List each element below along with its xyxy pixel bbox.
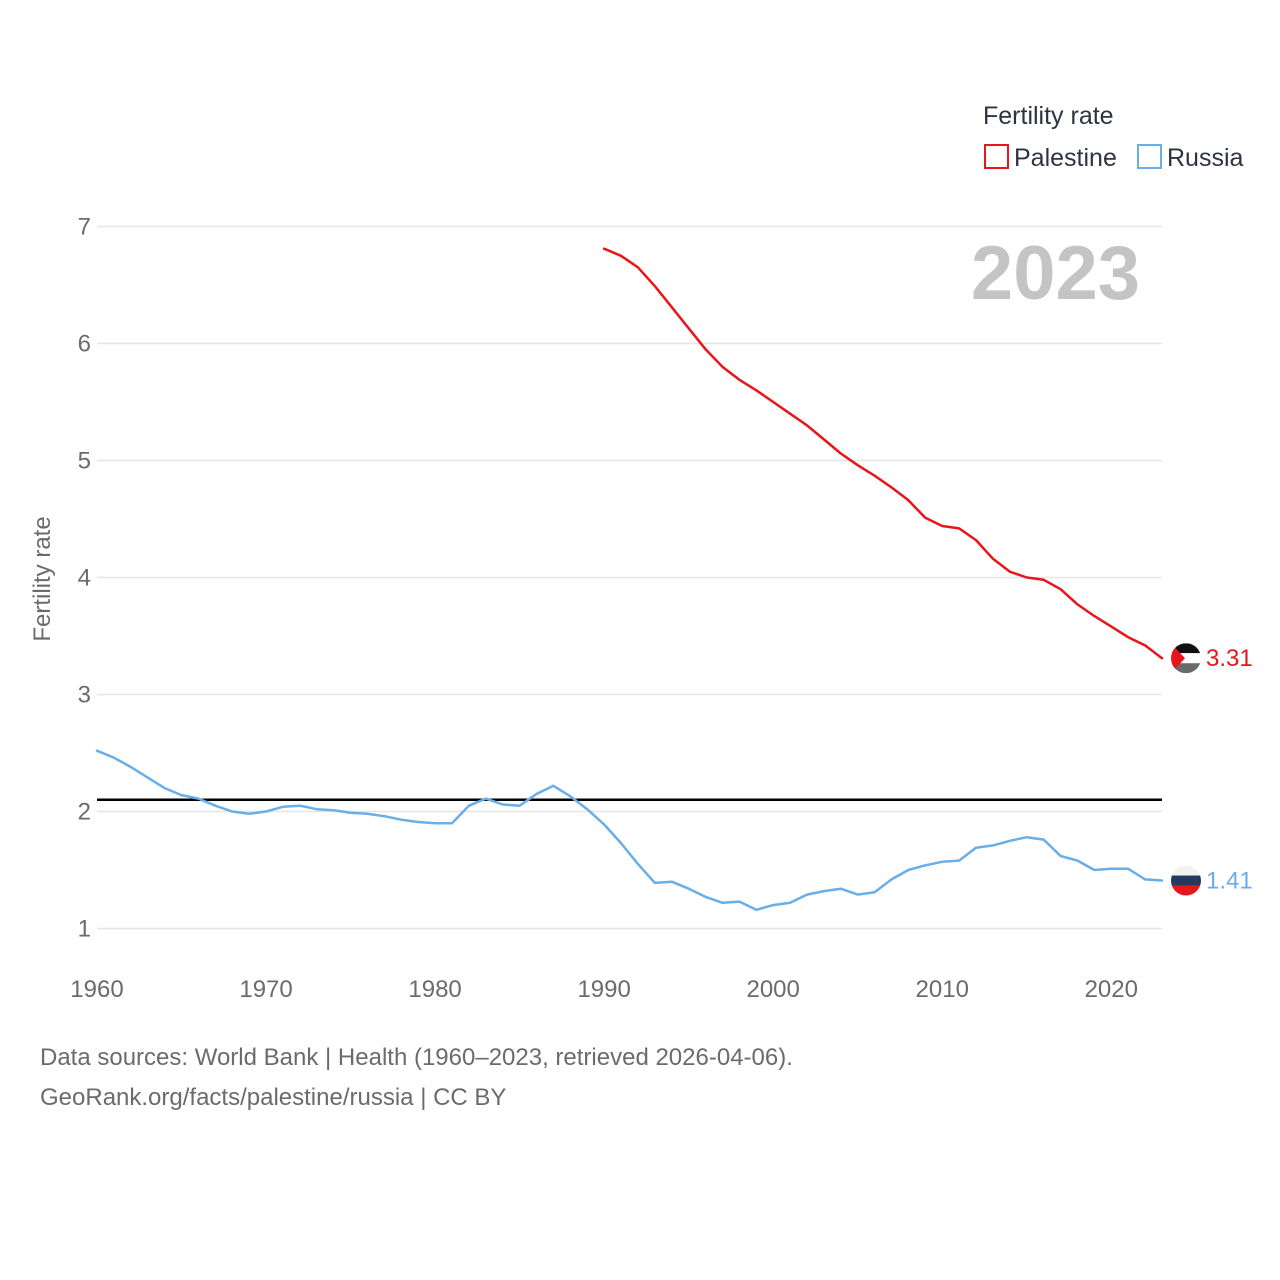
end-value-label-russia: 1.41	[1206, 868, 1253, 895]
x-tick-label: 2010	[916, 976, 969, 1003]
end-markers: 3.31 1.41	[1171, 643, 1253, 896]
x-axis-ticks: 1960 1970 1980 1990 2000 2010 2020	[70, 976, 1138, 1003]
russia-flag-icon	[1171, 865, 1201, 896]
footer-attribution[interactable]: GeoRank.org/facts/palestine/russia | CC …	[40, 1084, 507, 1111]
y-tick-label: 4	[78, 565, 91, 592]
legend-swatch-palestine[interactable]	[984, 144, 1009, 169]
y-tick-label: 3	[78, 682, 91, 709]
legend-label-palestine[interactable]: Palestine	[1014, 144, 1117, 172]
y-tick-label: 1	[78, 916, 91, 943]
gridlines	[97, 225, 1162, 930]
x-tick-label: 1980	[408, 976, 461, 1003]
end-value-label-palestine: 3.31	[1206, 645, 1253, 672]
series-group	[95, 247, 1164, 912]
y-tick-label: 6	[78, 331, 91, 358]
legend-label-russia[interactable]: Russia	[1167, 144, 1244, 172]
footer-sources: Data sources: World Bank | Health (1960–…	[40, 1044, 793, 1071]
y-axis-label: Fertility rate	[29, 516, 56, 641]
legend: Fertility rate Palestine Russia	[983, 102, 1244, 172]
legend-swatch-russia[interactable]	[1137, 144, 1162, 169]
series-line-russia[interactable]	[95, 749, 1164, 912]
series-line-palestine[interactable]	[602, 247, 1164, 660]
year-label: 2023	[971, 231, 1140, 316]
y-axis-ticks: 1 2 3 4 5 6 7	[78, 214, 91, 943]
x-tick-label: 2000	[746, 976, 799, 1003]
x-tick-label: 2020	[1085, 976, 1138, 1003]
x-tick-label: 1970	[239, 976, 292, 1003]
x-tick-label: 1960	[70, 976, 123, 1003]
x-tick-label: 1990	[577, 976, 630, 1003]
y-tick-label: 7	[78, 214, 91, 241]
y-tick-label: 5	[78, 448, 91, 475]
y-tick-label: 2	[78, 799, 91, 826]
palestine-flag-icon	[1171, 643, 1201, 674]
legend-title: Fertility rate	[983, 102, 1114, 130]
